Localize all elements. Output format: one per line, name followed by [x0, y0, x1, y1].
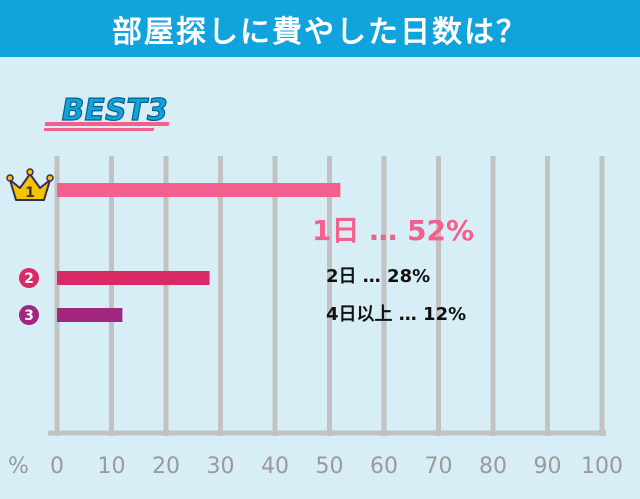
x-tick-label: 100	[581, 454, 623, 479]
crown-icon	[6, 168, 54, 201]
chart-title: 部屋探しに費やした日数は？	[112, 14, 528, 50]
x-tick-label: 30	[207, 454, 235, 479]
rank-circle-icon	[19, 305, 39, 325]
x-tick-label: 70	[425, 454, 453, 479]
x-tick-label: 60	[370, 454, 398, 479]
x-tick-label: 80	[479, 454, 507, 479]
data-label-rank-3: 4日以上 … 12%	[326, 304, 466, 325]
rank-circle-icon	[19, 268, 39, 288]
x-tick-label: 0	[50, 454, 64, 479]
rank-number: 2	[24, 271, 34, 287]
x-tick-label: 90	[534, 454, 562, 479]
bar-rank-1	[57, 183, 341, 197]
rank-number: 1	[25, 185, 35, 201]
x-unit-label: %	[8, 454, 29, 479]
bar-rank-2	[57, 271, 210, 285]
x-tick-label: 20	[152, 454, 180, 479]
rank-number: 3	[24, 308, 34, 324]
data-label-rank-2: 2日 … 28%	[326, 266, 430, 287]
best3-badge: BEST3	[43, 93, 171, 131]
data-label-rank-1: 1日 … 52%	[312, 214, 474, 247]
badge-text: BEST3	[58, 93, 170, 128]
bar-rank-3	[57, 308, 123, 322]
x-tick-label: 40	[261, 454, 289, 479]
x-tick-label: 10	[98, 454, 126, 479]
title-bar: 部屋探しに費やした日数は？	[0, 0, 640, 57]
x-tick-label: 50	[316, 454, 344, 479]
